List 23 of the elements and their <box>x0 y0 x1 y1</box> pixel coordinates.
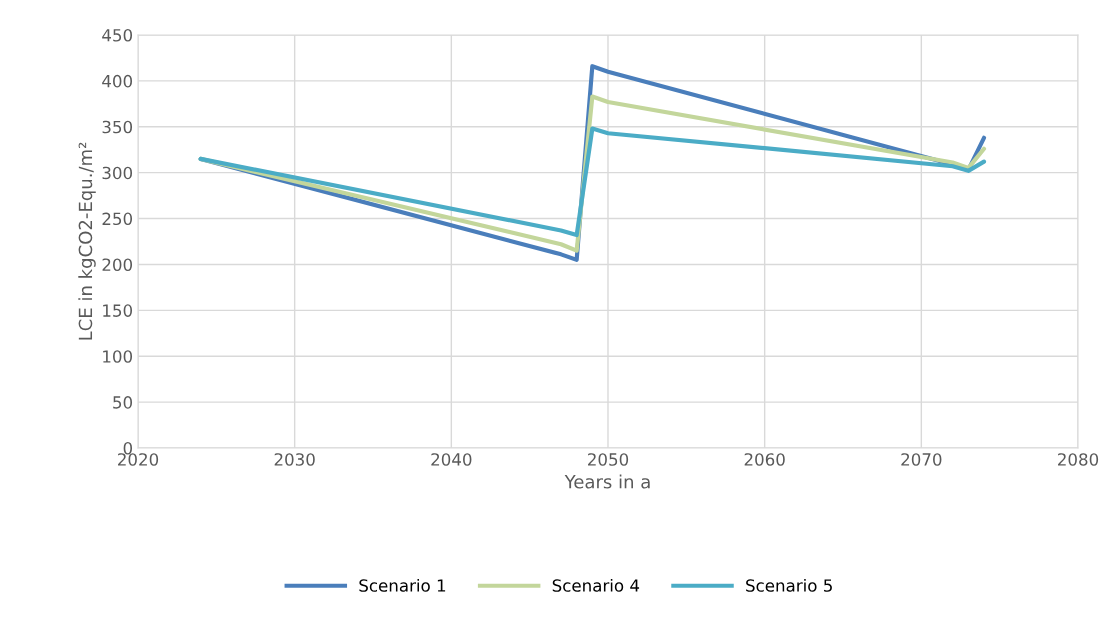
y-tick-label: 0 <box>123 441 133 455</box>
legend-label: Scenario 4 <box>552 578 640 592</box>
y-tick-label: 200 <box>102 258 133 272</box>
y-tick-label: 350 <box>102 120 133 134</box>
x-tick-label: 2050 <box>588 453 629 466</box>
y-tick-label: 250 <box>102 212 133 226</box>
x-tick-label: 2020 <box>118 453 159 466</box>
legend-label: Scenario 1 <box>359 578 446 592</box>
x-axis-title: Years in a <box>564 474 650 489</box>
x-tick-label: 2070 <box>901 453 942 466</box>
x-tick-label: 2040 <box>431 453 472 466</box>
y-tick-label: 450 <box>102 28 133 42</box>
x-tick-label: 2080 <box>1058 453 1099 466</box>
y-tick-label: 400 <box>102 74 133 88</box>
line-series <box>198 126 987 238</box>
y-axis-title: LCE in kgCO2-Equ./m² <box>78 142 96 340</box>
y-tick-label: 50 <box>113 396 133 409</box>
y-tick-label: 300 <box>102 166 133 180</box>
x-tick-label: 2030 <box>274 453 315 466</box>
y-tick-label: 150 <box>103 304 133 317</box>
y-tick-label: 100 <box>103 350 133 363</box>
x-tick-label: 2060 <box>744 453 785 466</box>
legend-label: Scenario 5 <box>746 578 832 592</box>
